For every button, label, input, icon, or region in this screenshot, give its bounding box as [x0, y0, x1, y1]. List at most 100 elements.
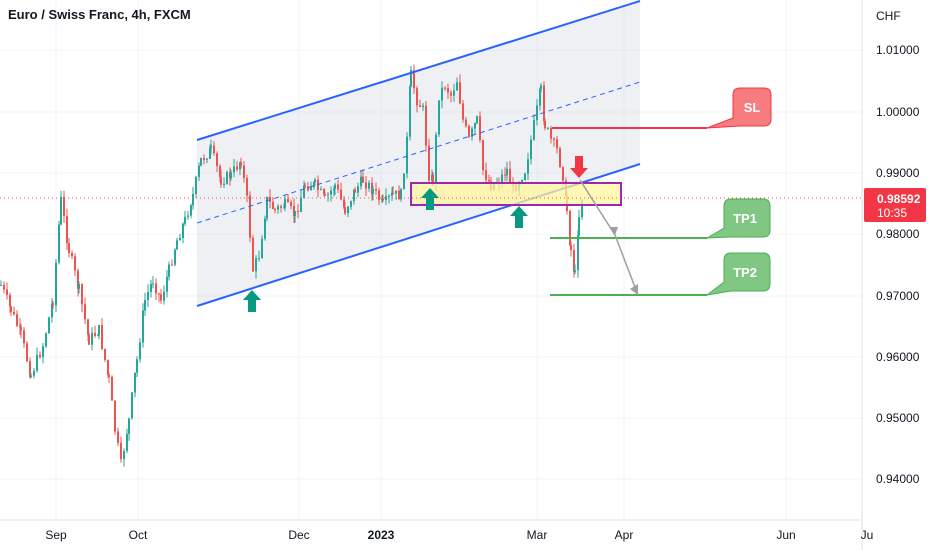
tp2-callout[interactable]: TP2	[706, 252, 771, 296]
x-tick-label: Jun	[776, 528, 795, 542]
svg-text:0.98592: 0.98592	[877, 192, 921, 206]
candle-body	[303, 185, 305, 198]
sl-callout[interactable]: SL	[706, 87, 772, 129]
candle-body	[353, 189, 355, 202]
candle-body	[479, 116, 481, 141]
candle-body	[171, 264, 173, 266]
current-price-badge: 0.98592 10:35	[864, 188, 926, 222]
candle-body	[290, 202, 292, 207]
candle-body	[160, 294, 162, 301]
candle-body	[200, 157, 202, 166]
candle-body	[485, 170, 487, 180]
candle-body	[264, 218, 266, 239]
candle-body	[45, 333, 47, 347]
candle-body	[310, 187, 312, 191]
candle-body	[240, 162, 242, 166]
candle-body	[255, 258, 257, 272]
candle-body	[550, 127, 552, 139]
candle-body	[382, 198, 384, 201]
candle-body	[556, 139, 558, 149]
candle-body	[158, 293, 160, 295]
candle-body	[456, 82, 458, 91]
candle-body	[94, 332, 96, 336]
candle-body	[297, 211, 299, 213]
candle-body	[239, 162, 241, 170]
candle-body	[324, 194, 326, 196]
candle-body	[91, 332, 93, 345]
candle-body	[284, 199, 286, 208]
candle-body	[68, 243, 70, 253]
candle-body	[0, 284, 2, 286]
candle-body	[406, 136, 408, 174]
projection-arrowhead-2	[630, 284, 638, 295]
candle-body	[471, 128, 473, 137]
candle-body	[120, 442, 122, 460]
candle-body	[147, 292, 149, 300]
candle-body	[340, 189, 342, 200]
candle-body	[536, 105, 538, 121]
candle-body	[350, 201, 352, 207]
candle-body	[206, 158, 208, 160]
x-tick-label: 2023	[368, 528, 395, 542]
candle-body	[504, 174, 506, 176]
currency-label: CHF	[876, 9, 901, 23]
candle-body	[400, 189, 402, 200]
projection-arrowhead-1	[609, 227, 618, 235]
candle-body	[198, 165, 200, 177]
candle-body	[134, 372, 136, 393]
candle-body	[307, 186, 309, 191]
candle-body	[209, 147, 211, 159]
candle-body	[107, 359, 109, 375]
candle-body	[78, 284, 80, 289]
tp1-callout[interactable]: TP1	[706, 198, 771, 239]
candle-body	[577, 235, 579, 271]
candle-body	[501, 174, 503, 184]
candle-body	[368, 182, 370, 189]
candle-body	[29, 361, 31, 377]
candle-body	[220, 176, 222, 185]
candle-body	[36, 354, 38, 371]
price-axis[interactable]: CHF 1.01000 1.00000 0.99000 0.98000 0.97…	[876, 9, 920, 486]
candle-body	[459, 82, 461, 104]
candle-body	[9, 294, 11, 307]
time-axis[interactable]: Sep Oct Dec 2023 Mar Apr Jun Ju	[45, 528, 873, 542]
candle-body	[152, 283, 154, 285]
candle-body	[375, 188, 377, 191]
candle-body	[176, 240, 178, 250]
channel-middle-line[interactable]	[196, 81, 641, 224]
candle-body	[539, 89, 541, 106]
candle-body	[327, 194, 329, 196]
candle-body	[3, 284, 5, 290]
buy-arrow-icon	[243, 290, 261, 312]
candle-body	[39, 354, 41, 358]
candle-body	[450, 92, 452, 96]
sell-arrow-icon	[570, 156, 588, 178]
candle-body	[246, 178, 248, 196]
y-tick-label: 0.94000	[876, 472, 920, 486]
candle-body	[182, 223, 184, 239]
x-tick-label: Sep	[45, 528, 67, 542]
candle-body	[174, 249, 176, 265]
candle-body	[261, 238, 263, 259]
candle-body	[385, 196, 387, 201]
candle-body	[360, 176, 362, 187]
candle-body	[114, 400, 116, 432]
candle-body	[482, 140, 484, 171]
candle-body	[203, 157, 205, 160]
candle-body	[314, 179, 316, 182]
candle-body	[74, 256, 76, 271]
support-zone[interactable]	[410, 182, 622, 206]
candle-body	[533, 120, 535, 140]
candle-body	[33, 370, 35, 376]
candle-body	[139, 342, 141, 360]
candle-body	[192, 194, 194, 206]
candle-body	[506, 168, 508, 176]
candle-body	[266, 196, 268, 219]
candle-body	[233, 166, 235, 173]
candle-body	[509, 168, 511, 183]
candle-body	[216, 153, 218, 167]
channel-upper-line[interactable]	[196, 0, 641, 141]
candle-body	[562, 166, 564, 181]
candle-body	[323, 189, 325, 195]
